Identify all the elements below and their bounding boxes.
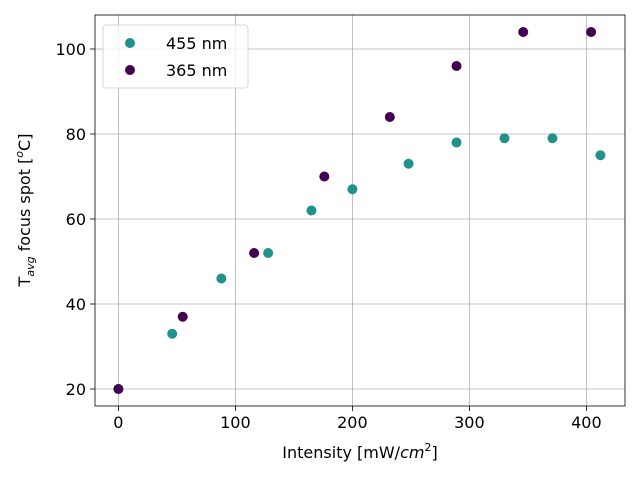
point-455nm <box>263 248 274 258</box>
point-365nm <box>319 171 330 182</box>
y-tick-label: 60 <box>66 210 86 229</box>
point-365nm <box>113 384 124 394</box>
x-axis-label: Intensity [mW/cm2] <box>282 441 437 462</box>
legend: 455 nm 365 nm <box>102 24 249 89</box>
point-365nm <box>249 248 260 258</box>
y-tick-label: 80 <box>66 125 86 144</box>
point-455nm <box>167 328 178 339</box>
plot-frame <box>94 14 626 407</box>
data-points <box>113 27 606 394</box>
x-tick-label: 0 <box>113 413 123 432</box>
y-tick-label: 40 <box>66 295 86 314</box>
axis-ticks: 0 100 200 300 400 20 40 60 80 100 <box>55 40 601 432</box>
y-tick-label: 20 <box>66 380 86 399</box>
point-365nm <box>384 112 395 122</box>
legend-marker-455nm <box>125 38 135 48</box>
point-455nm <box>403 158 414 169</box>
point-455nm <box>547 133 558 144</box>
y-tick-label: 100 <box>55 40 86 59</box>
legend-box <box>102 24 249 89</box>
legend-marker-365nm <box>125 65 135 75</box>
x-tick-label: 100 <box>220 413 251 432</box>
point-455nm <box>451 137 462 148</box>
x-tick-label: 300 <box>454 413 485 432</box>
point-455nm <box>595 150 606 161</box>
legend-label-365nm: 365 nm <box>166 61 227 80</box>
point-455nm <box>216 273 227 284</box>
legend-label-455nm: 455 nm <box>166 34 227 53</box>
x-tick-label: 400 <box>571 413 602 432</box>
point-365nm <box>518 27 529 37</box>
x-tick-label: 200 <box>337 413 368 432</box>
point-365nm <box>177 311 188 322</box>
y-axis-label: Tavg focus spot [oC] <box>13 134 37 288</box>
point-365nm <box>586 27 597 37</box>
point-365nm <box>451 61 462 71</box>
point-455nm <box>306 205 317 216</box>
point-455nm <box>347 184 358 195</box>
point-455nm <box>499 133 510 144</box>
